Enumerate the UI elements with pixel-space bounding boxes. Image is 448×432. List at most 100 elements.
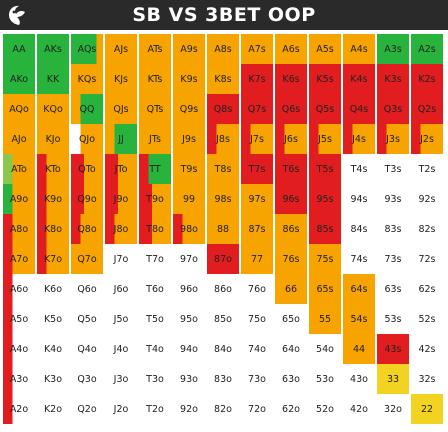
hand-cell[interactable]: Q3s — [377, 94, 409, 124]
hand-cell[interactable]: 55 — [309, 304, 341, 334]
hand-cell[interactable]: T8o — [139, 214, 171, 244]
hand-cell[interactable]: Q6o — [71, 274, 103, 304]
hand-cell[interactable]: K7s — [241, 64, 273, 94]
hand-cell[interactable]: JTs — [139, 124, 171, 154]
hand-cell[interactable]: Q9o — [71, 184, 103, 214]
hand-cell[interactable]: 87o — [207, 244, 239, 274]
hand-cell[interactable]: T2s — [411, 154, 443, 184]
hand-cell[interactable]: Q6s — [275, 94, 307, 124]
hand-cell[interactable]: 95o — [173, 304, 205, 334]
hand-cell[interactable]: 54o — [309, 334, 341, 364]
hand-cell[interactable]: Q8s — [207, 94, 239, 124]
hand-cell[interactable]: A7o — [3, 244, 35, 274]
hand-cell[interactable]: 93o — [173, 364, 205, 394]
hand-cell[interactable]: KTo — [37, 154, 69, 184]
hand-cell[interactable]: K8s — [207, 64, 239, 94]
hand-cell[interactable]: Q2o — [71, 394, 103, 424]
hand-cell[interactable]: J2s — [411, 124, 443, 154]
hand-cell[interactable]: J2o — [105, 394, 137, 424]
hand-cell[interactable]: JTo — [105, 154, 137, 184]
hand-cell[interactable]: QJo — [71, 124, 103, 154]
hand-cell[interactable]: AKo — [3, 64, 35, 94]
hand-cell[interactable]: T3s — [377, 154, 409, 184]
hand-cell[interactable]: K9o — [37, 184, 69, 214]
hand-cell[interactable]: 93s — [377, 184, 409, 214]
hand-cell[interactable]: QJs — [105, 94, 137, 124]
hand-cell[interactable]: 73o — [241, 364, 273, 394]
hand-cell[interactable]: 32s — [411, 364, 443, 394]
hand-cell[interactable]: 88 — [207, 214, 239, 244]
hand-cell[interactable]: A3o — [3, 364, 35, 394]
hand-cell[interactable]: 86s — [275, 214, 307, 244]
hand-cell[interactable]: Q4s — [343, 94, 375, 124]
hand-cell[interactable]: AA — [3, 34, 35, 64]
hand-cell[interactable]: 75s — [309, 244, 341, 274]
hand-cell[interactable]: 65o — [275, 304, 307, 334]
hand-cell[interactable]: JJ — [105, 124, 137, 154]
hand-cell[interactable]: AQs — [71, 34, 103, 64]
hand-cell[interactable]: KQo — [37, 94, 69, 124]
hand-cell[interactable]: J8o — [105, 214, 137, 244]
hand-cell[interactable]: KJo — [37, 124, 69, 154]
hand-cell[interactable]: 94s — [343, 184, 375, 214]
hand-cell[interactable]: K5o — [37, 304, 69, 334]
hand-cell[interactable]: Q4o — [71, 334, 103, 364]
hand-cell[interactable]: J9o — [105, 184, 137, 214]
hand-cell[interactable]: 84s — [343, 214, 375, 244]
hand-cell[interactable]: J4o — [105, 334, 137, 364]
hand-cell[interactable]: 82o — [207, 394, 239, 424]
hand-cell[interactable]: 92o — [173, 394, 205, 424]
hand-cell[interactable]: KTs — [139, 64, 171, 94]
hand-cell[interactable]: K2o — [37, 394, 69, 424]
hand-cell[interactable]: T3o — [139, 364, 171, 394]
hand-cell[interactable]: 52s — [411, 304, 443, 334]
hand-cell[interactable]: KQs — [71, 64, 103, 94]
hand-cell[interactable]: A9s — [173, 34, 205, 64]
hand-cell[interactable]: 65s — [309, 274, 341, 304]
hand-cell[interactable]: Q7s — [241, 94, 273, 124]
hand-cell[interactable]: 54s — [343, 304, 375, 334]
hand-cell[interactable]: 84o — [207, 334, 239, 364]
hand-cell[interactable]: T7o — [139, 244, 171, 274]
hand-cell[interactable]: T4o — [139, 334, 171, 364]
hand-cell[interactable]: ATs — [139, 34, 171, 64]
hand-cell[interactable]: 92s — [411, 184, 443, 214]
hand-cell[interactable]: 63s — [377, 274, 409, 304]
hand-cell[interactable]: T4s — [343, 154, 375, 184]
hand-cell[interactable]: 83o — [207, 364, 239, 394]
hand-cell[interactable]: 73s — [377, 244, 409, 274]
hand-cell[interactable]: 95s — [309, 184, 341, 214]
hand-cell[interactable]: 42o — [343, 394, 375, 424]
hand-cell[interactable]: A4o — [3, 334, 35, 364]
hand-cell[interactable]: 76s — [275, 244, 307, 274]
hand-cell[interactable]: 98o — [173, 214, 205, 244]
hand-cell[interactable]: K4s — [343, 64, 375, 94]
hand-cell[interactable]: 85o — [207, 304, 239, 334]
hand-cell[interactable]: 96o — [173, 274, 205, 304]
hand-cell[interactable]: A6o — [3, 274, 35, 304]
hand-cell[interactable]: 85s — [309, 214, 341, 244]
hand-cell[interactable]: K6o — [37, 274, 69, 304]
hand-cell[interactable]: J4s — [343, 124, 375, 154]
hand-cell[interactable]: QTo — [71, 154, 103, 184]
hand-cell[interactable]: Q9s — [173, 94, 205, 124]
hand-cell[interactable]: J7o — [105, 244, 137, 274]
hand-cell[interactable]: Q3o — [71, 364, 103, 394]
hand-cell[interactable]: 82s — [411, 214, 443, 244]
hand-cell[interactable]: A5o — [3, 304, 35, 334]
hand-cell[interactable]: 97o — [173, 244, 205, 274]
hand-cell[interactable]: J9s — [173, 124, 205, 154]
hand-cell[interactable]: QQ — [71, 94, 103, 124]
hand-cell[interactable]: 43o — [343, 364, 375, 394]
hand-cell[interactable]: 86o — [207, 274, 239, 304]
hand-cell[interactable]: AJo — [3, 124, 35, 154]
hand-cell[interactable]: 44 — [343, 334, 375, 364]
hand-cell[interactable]: A8o — [3, 214, 35, 244]
hand-cell[interactable]: K3s — [377, 64, 409, 94]
hand-cell[interactable]: 52o — [309, 394, 341, 424]
hand-cell[interactable]: Q8o — [71, 214, 103, 244]
hand-cell[interactable]: T6o — [139, 274, 171, 304]
hand-cell[interactable]: TT — [139, 154, 171, 184]
hand-cell[interactable]: K4o — [37, 334, 69, 364]
hand-cell[interactable]: 64o — [275, 334, 307, 364]
